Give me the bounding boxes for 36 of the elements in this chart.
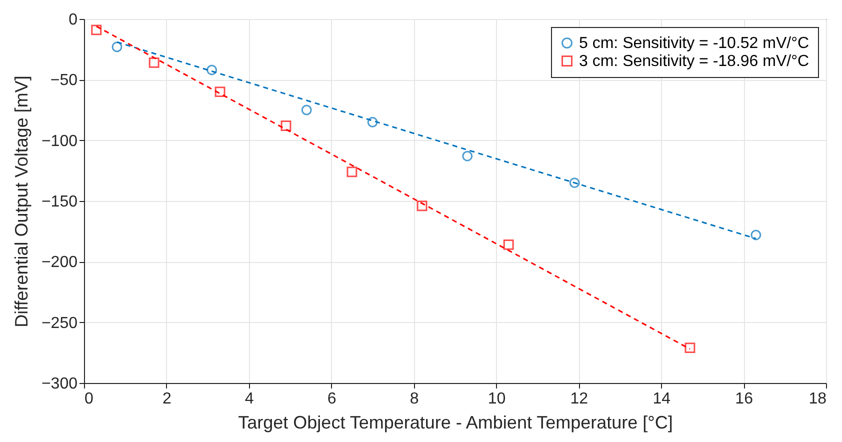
x-tick-label: 18 [808,390,827,408]
y-tick-label: −100 [41,132,78,150]
x-tick-label: 2 [162,390,172,408]
x-tick-label: 6 [327,390,336,408]
point [214,86,226,98]
x-axis-title: Target Object Temperature - Ambient Temperature [°C] [238,412,673,432]
y-tick-label: −150 [41,194,78,210]
point [750,230,762,240]
point [112,42,122,52]
point [503,239,514,250]
x-tick-label: 0 [84,390,94,408]
point [301,104,312,116]
point [462,150,473,162]
point [367,116,378,128]
x-tick-label: 16 [735,390,754,408]
x-tick-label: 10 [488,390,506,408]
y-tick-label: −250 [41,314,78,332]
x-tick-label: 8 [410,390,419,408]
point [346,166,358,178]
point [416,200,428,212]
x-tick-label: 12 [570,390,588,408]
point [280,120,292,131]
point [569,178,580,188]
y-tick-label: −50 [50,72,78,90]
x-tick-label: 4 [244,390,254,408]
x-tick-label: 14 [652,390,671,408]
y-tick-label: −200 [41,254,78,272]
y-axis-title: Differential Output Voltage [mV] [11,76,32,328]
point [206,64,218,76]
y-tick-label: 0 [68,12,78,28]
legend-label: 3 cm: Sensitivity = -18.96 mV/°C [579,53,810,70]
legend-label: 5 cm: Sensitivity = -10.52 mV/°C [579,35,810,52]
point [91,24,102,36]
point [684,342,696,354]
point [148,57,160,68]
y-tick-label: −300 [41,376,78,392]
